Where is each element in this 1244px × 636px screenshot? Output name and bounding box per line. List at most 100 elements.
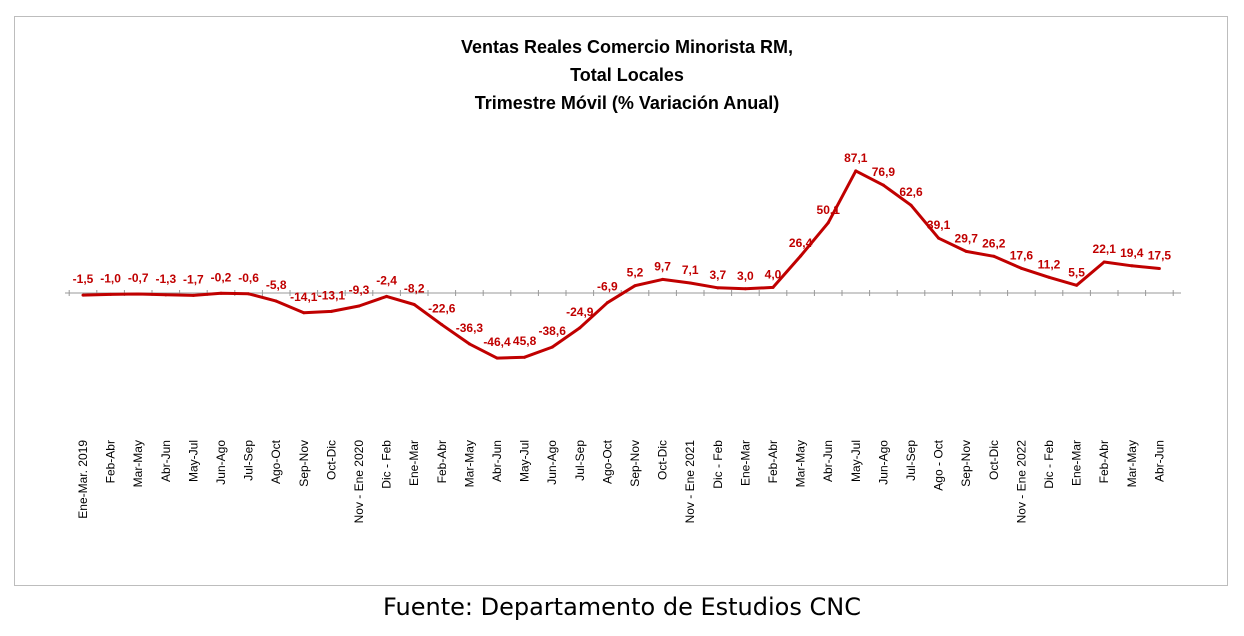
data-point bbox=[909, 203, 913, 207]
data-point bbox=[136, 292, 140, 296]
data-point bbox=[826, 221, 830, 225]
data-point bbox=[688, 281, 692, 285]
x-tick-label: Sep-Nov bbox=[959, 440, 973, 487]
x-tick-label: May-Jul bbox=[186, 440, 200, 482]
x-tick-label: Mar-May bbox=[1125, 440, 1139, 487]
data-label: 22,1 bbox=[1093, 242, 1117, 256]
data-label: 5,5 bbox=[1068, 265, 1085, 279]
data-point bbox=[1047, 275, 1051, 279]
data-point bbox=[467, 342, 471, 346]
x-tick-label: Nov - Ene 2021 bbox=[683, 440, 697, 524]
data-label: -46,4 bbox=[483, 335, 511, 349]
x-tick-label: Feb-Abr bbox=[435, 440, 449, 483]
source-note: Fuente: Departamento de Estudios CNC bbox=[383, 593, 861, 621]
chart-title-line-3: Trimestre Móvil (% Variación Anual) bbox=[475, 93, 779, 113]
data-point bbox=[412, 302, 416, 306]
data-label: -9,3 bbox=[349, 283, 370, 297]
x-tick-label: Jun-Ago bbox=[876, 440, 890, 485]
data-label: 11,2 bbox=[1038, 257, 1061, 271]
x-tick-label: Ene-Mar. 2019 bbox=[76, 440, 90, 519]
data-label: -8,2 bbox=[404, 281, 425, 295]
data-label: -0,7 bbox=[128, 271, 149, 285]
data-label: 4,0 bbox=[765, 267, 782, 281]
data-point bbox=[164, 293, 168, 297]
x-tick-label: Abr-Jun bbox=[490, 440, 504, 482]
x-tick-label: Abr-Jun bbox=[159, 440, 173, 482]
data-point bbox=[495, 356, 499, 360]
data-point bbox=[523, 355, 527, 359]
data-label: 7,1 bbox=[682, 263, 699, 277]
data-label: 76,9 bbox=[872, 165, 896, 179]
data-labels: -1,5 -1,0 -0,7 -1,3 -1,7 -0,2 -0,6 -5,8-14,1 -13… bbox=[73, 151, 1172, 349]
data-label: 3,7 bbox=[709, 268, 726, 282]
data-point bbox=[1157, 266, 1161, 270]
x-tick-label: Nov - Ene 2020 bbox=[352, 440, 366, 524]
data-label: 26,4 bbox=[789, 236, 813, 250]
data-point bbox=[247, 292, 251, 296]
x-tick-label: Ago-Oct bbox=[600, 439, 614, 484]
data-point bbox=[302, 311, 306, 315]
data-point bbox=[771, 285, 775, 289]
data-label: -1,3 bbox=[155, 272, 176, 286]
data-point bbox=[219, 291, 223, 295]
data-label: 39,1 bbox=[927, 218, 951, 232]
data-label: 17,5 bbox=[1148, 248, 1172, 262]
x-tick-label: Dic - Feb bbox=[711, 440, 725, 489]
x-tick-label: Feb-Abr bbox=[1097, 440, 1111, 483]
data-label: -0,6 bbox=[238, 271, 259, 285]
x-tick-label: Jul-Sep bbox=[904, 440, 918, 481]
data-label: 45,8 bbox=[513, 334, 537, 348]
data-label: -5,8 bbox=[266, 278, 287, 292]
data-point bbox=[1130, 264, 1134, 268]
data-point bbox=[881, 183, 885, 187]
chart-frame: Ventas Reales Comercio Minorista RM, Tot… bbox=[14, 16, 1228, 586]
data-label: 3,0 bbox=[737, 269, 754, 283]
x-tick-label: Dic - Feb bbox=[1042, 440, 1056, 489]
data-label: -13,1 bbox=[318, 288, 346, 302]
x-tick-label: Oct-Dic bbox=[324, 440, 338, 480]
data-label: -6,9 bbox=[597, 280, 618, 294]
x-tick-label: Jun-Ago bbox=[545, 440, 559, 485]
x-tick-label: May-Jul bbox=[849, 440, 863, 482]
data-label: -24,9 bbox=[566, 305, 594, 319]
x-tick-label: Jun-Ago bbox=[214, 440, 228, 485]
data-label: 50,1 bbox=[817, 203, 841, 217]
data-label: -22,6 bbox=[428, 302, 456, 316]
data-point bbox=[937, 236, 941, 240]
chart-title-line-2: Total Locales bbox=[570, 65, 684, 85]
data-point bbox=[964, 249, 968, 253]
data-label: -1,7 bbox=[183, 272, 204, 286]
x-tick-labels: Ene-Mar. 2019 Feb-Abr Mar-May Abr-Jun May-Ju… bbox=[76, 439, 1166, 523]
x-tick-label: Abr-Jun bbox=[1152, 440, 1166, 482]
data-point bbox=[1075, 283, 1079, 287]
x-tick-label: Mar-May bbox=[794, 440, 808, 487]
data-label: 87,1 bbox=[844, 151, 868, 165]
data-label: -36,3 bbox=[456, 321, 484, 335]
data-point bbox=[385, 294, 389, 298]
data-label: 19,4 bbox=[1120, 246, 1144, 260]
x-tick-label: Mar-May bbox=[131, 440, 145, 487]
chart-title: Ventas Reales Comercio Minorista RM, Tot… bbox=[461, 37, 793, 113]
x-tick-label: Feb-Abr bbox=[766, 440, 780, 483]
x-tick-label: Ene-Mar bbox=[738, 440, 752, 486]
x-tick-label: Ago-Oct bbox=[269, 439, 283, 484]
data-label: 62,6 bbox=[899, 185, 923, 199]
x-tick-label: Ene-Mar bbox=[407, 440, 421, 486]
x-tick-label: Dic - Feb bbox=[380, 440, 394, 489]
data-point bbox=[605, 301, 609, 305]
x-tick-label: Sep-Nov bbox=[297, 440, 311, 487]
data-point bbox=[1102, 260, 1106, 264]
data-label: -14,1 bbox=[290, 290, 318, 304]
data-label: -38,6 bbox=[539, 324, 567, 338]
x-tick-label: Abr-Jun bbox=[821, 440, 835, 482]
data-point bbox=[661, 277, 665, 281]
chart-title-line-1: Ventas Reales Comercio Minorista RM, bbox=[461, 37, 793, 57]
data-point bbox=[716, 286, 720, 290]
x-tick-label: Mar-May bbox=[462, 440, 476, 487]
data-label: -1,0 bbox=[100, 271, 121, 285]
data-point bbox=[274, 299, 278, 303]
data-point bbox=[550, 345, 554, 349]
data-point bbox=[109, 292, 113, 296]
x-tick-label: Jul-Sep bbox=[573, 440, 587, 481]
data-point bbox=[743, 287, 747, 291]
